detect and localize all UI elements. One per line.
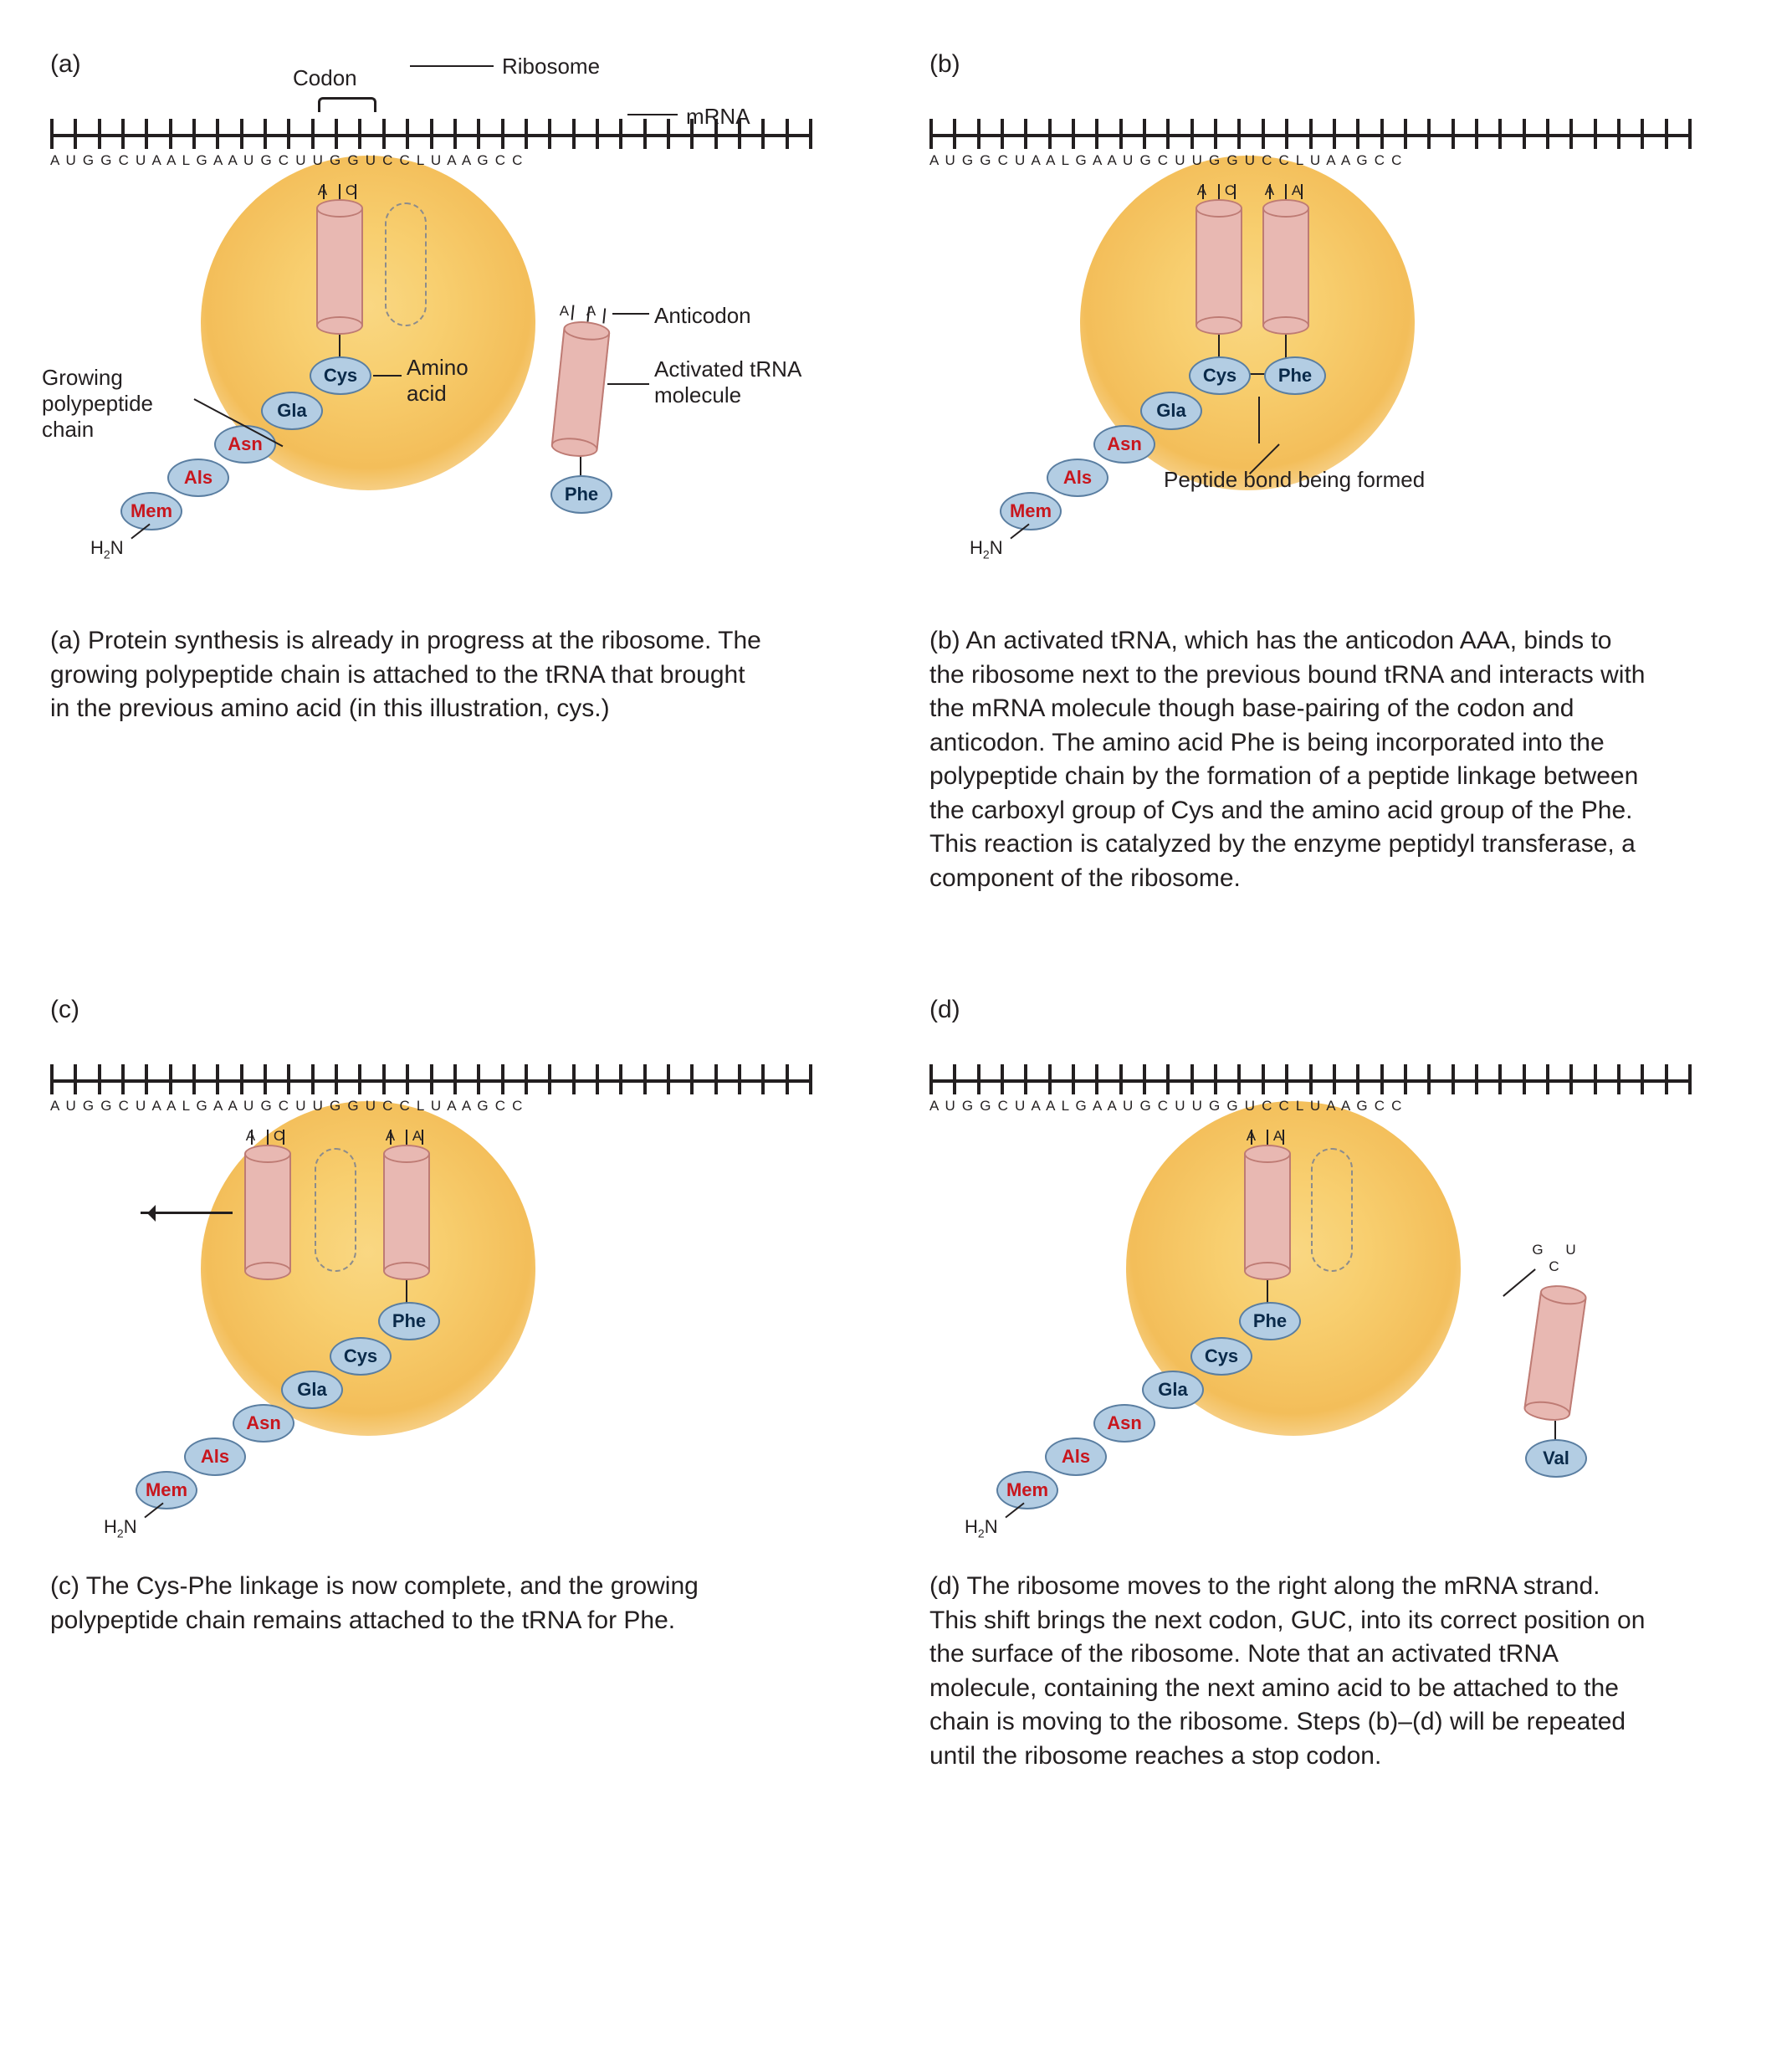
mrna-sequence: A U G G C U A A L G A A U G C U U G G U … — [50, 1098, 812, 1115]
amino-acid-label: Amino acid — [407, 355, 507, 407]
leftward-arrow-icon — [141, 1212, 233, 1214]
panel-a-figure: A U G G C U A A L G A A U G C U U G G U … — [50, 89, 863, 624]
codon-brace-icon — [318, 97, 376, 112]
mrna-ticks — [929, 1064, 1692, 1094]
trna-p-site — [1244, 1145, 1291, 1280]
anticodon-label: Anticodon — [654, 303, 751, 329]
peptide-bond-label: Peptide bond being formed — [1164, 467, 1425, 493]
aa-mem: Mem — [120, 492, 182, 530]
panel-b-caption: (b) An activated tRNA, which has the ant… — [929, 624, 1649, 895]
panel-c-caption: (c) The Cys-Phe linkage is now complete,… — [50, 1570, 770, 1637]
aa-als: Als — [1045, 1437, 1107, 1476]
aa-gla: Gla — [261, 392, 323, 430]
panel-a: (a) A U G G C U A A L G A A U G C U U G … — [50, 50, 863, 895]
aa-mem: Mem — [996, 1471, 1058, 1509]
aa-mem: Mem — [1000, 492, 1062, 530]
aa-mem: Mem — [136, 1471, 197, 1509]
codon-label: Codon — [293, 65, 357, 91]
ribosome-label: Ribosome — [502, 54, 600, 79]
aa-cys: Cys — [330, 1337, 392, 1376]
aa-asn: Asn — [1093, 425, 1155, 464]
panel-d-key: (d) — [929, 996, 1742, 1024]
aa-cys: Cys — [1190, 1337, 1252, 1376]
aa-als: Als — [167, 459, 229, 497]
trna-p-site — [1196, 199, 1242, 335]
mrna-strand: A U G G C U A A L G A A U G C U U G G U … — [929, 1064, 1692, 1140]
panel-c: (c) A U G G C U A A L G A A U G C U U G … — [50, 996, 863, 1773]
aa-val-incoming: Val — [1525, 1439, 1587, 1478]
aa-gla: Gla — [281, 1371, 343, 1409]
mrna-sequence: A U G G C U A A L G A A U G C U U G G U … — [50, 152, 812, 169]
panel-d-caption: (d) The ribosome moves to the right alon… — [929, 1570, 1649, 1773]
aa-asn: Asn — [1093, 1404, 1155, 1443]
panel-d-figure: A U G G C U A A L G A A U G C U U G G U … — [929, 1034, 1742, 1570]
aa-phe: Phe — [1264, 356, 1326, 395]
mrna-ticks — [929, 119, 1692, 149]
panel-a-key: (a) — [50, 50, 863, 79]
empty-site-ghost — [315, 1148, 356, 1272]
panel-b-figure: A U G G C U A A L G A A U G C U U G G U … — [929, 89, 1742, 624]
mrna-label: mRNA — [686, 104, 750, 130]
empty-site-ghost — [385, 202, 427, 326]
h2n-label: H2N — [104, 1516, 137, 1540]
figure-grid: (a) A U G G C U A A L G A A U G C U U G … — [50, 50, 1742, 1773]
trna-p-site — [316, 199, 363, 335]
trna-incoming — [550, 320, 612, 459]
panel-c-figure: A U G G C U A A L G A A U G C U U G G U … — [50, 1034, 863, 1570]
aa-gla: Gla — [1140, 392, 1202, 430]
panel-c-key: (c) — [50, 996, 863, 1024]
aa-cys: Cys — [1189, 356, 1251, 395]
trna-a-site — [1262, 199, 1309, 335]
mrna-ticks — [50, 1064, 812, 1094]
trna-leaving — [244, 1145, 291, 1280]
aa-gla: Gla — [1142, 1371, 1204, 1409]
aa-als: Als — [1047, 459, 1108, 497]
aa-asn: Asn — [214, 425, 276, 464]
aa-phe: Phe — [378, 1302, 440, 1340]
empty-site-ghost — [1311, 1148, 1353, 1272]
panel-a-caption: (a) Protein synthesis is already in prog… — [50, 624, 770, 726]
h2n-label: H2N — [970, 537, 1003, 561]
panel-b-key: (b) — [929, 50, 1742, 79]
mrna-sequence: A U G G C U A A L G A A U G C U U G G U … — [929, 152, 1692, 169]
activated-trna-label: Activated tRNA molecule — [654, 356, 822, 408]
trna-incoming — [1523, 1283, 1588, 1423]
mrna-sequence: A U G G C U A A L G A A U G C U U G G U … — [929, 1098, 1692, 1115]
trna-a-site — [383, 1145, 430, 1280]
aa-phe-incoming: Phe — [550, 475, 612, 514]
aa-phe: Phe — [1239, 1302, 1301, 1340]
aa-als: Als — [184, 1437, 246, 1476]
growing-chain-label: Growing polypeptide chain — [42, 365, 209, 443]
aa-asn: Asn — [233, 1404, 294, 1443]
aa-cys: Cys — [310, 356, 371, 395]
panel-d: (d) A U G G C U A A L G A A U G C U U G … — [929, 996, 1742, 1773]
h2n-label: H2N — [90, 537, 124, 561]
panel-b: (b) A U G G C U A A L G A A U G C U U G … — [929, 50, 1742, 895]
h2n-label: H2N — [965, 1516, 998, 1540]
mrna-strand: A U G G C U A A L G A A U G C U U G G U … — [50, 119, 812, 194]
